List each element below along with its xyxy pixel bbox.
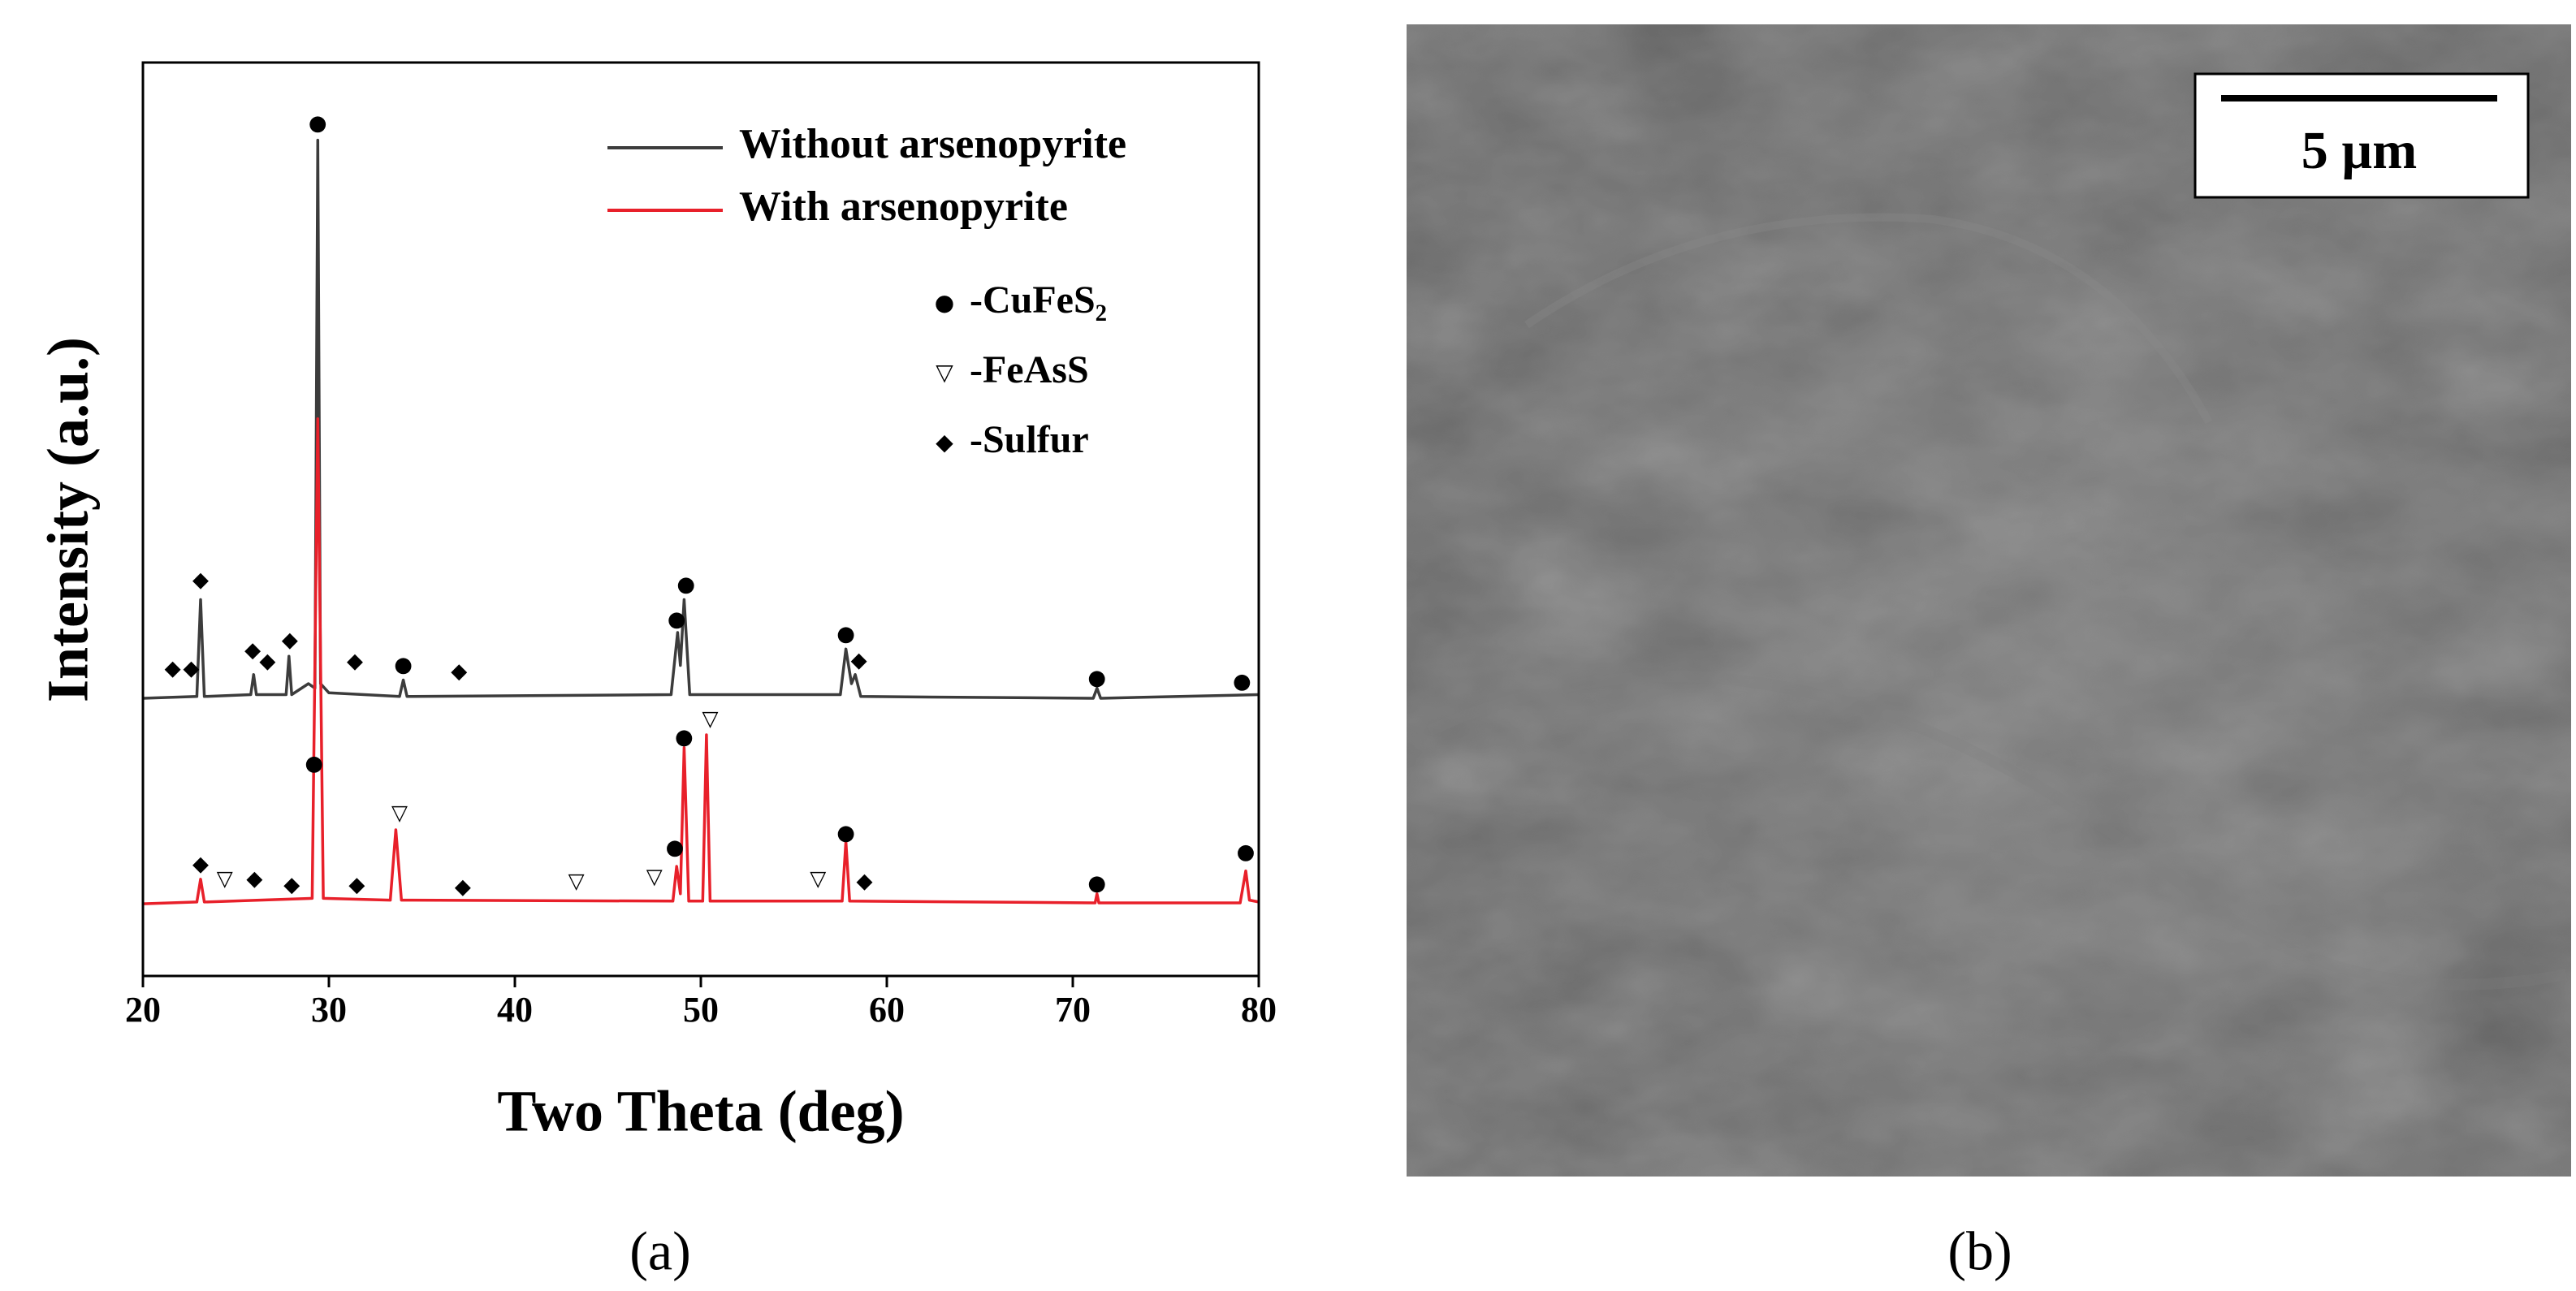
x-tick-label: 30 [311, 990, 347, 1030]
legend-label: -Sulfur [970, 418, 1089, 461]
legend-label: Without arsenopyrite [739, 121, 1126, 167]
peak-marker: ▽ [702, 706, 718, 731]
caption: (b) [1947, 1220, 2012, 1282]
series-line [142, 417, 1260, 905]
legend-label: -CuFeS₂ [970, 278, 1107, 322]
legend-symbol: ◆ [936, 429, 953, 456]
peak-marker: ● [666, 835, 685, 860]
peak-marker: ◆ [348, 873, 365, 897]
legend-label: -FeAsS [970, 348, 1089, 391]
peak-marker: ● [309, 111, 327, 136]
peak-marker: ◆ [347, 650, 363, 674]
peak-marker: ● [836, 622, 855, 646]
peak-marker: ◆ [282, 628, 298, 653]
peak-marker: ◆ [192, 852, 209, 876]
peak-marker: ◆ [246, 866, 262, 891]
x-tick-label: 70 [1055, 990, 1091, 1030]
peak-marker: ● [1237, 840, 1256, 865]
x-tick-label: 80 [1241, 990, 1277, 1030]
sem-ridge [1427, 671, 2568, 991]
peak-marker: ● [1233, 669, 1251, 693]
peak-marker: ● [668, 607, 686, 632]
x-tick-label: 50 [683, 990, 719, 1030]
peak-marker: ◆ [451, 659, 467, 684]
peak-marker: ◆ [851, 648, 867, 672]
x-tick-label: 60 [869, 990, 905, 1030]
sem-texture [1407, 24, 2571, 1177]
legend-label: With arsenopyrite [739, 184, 1068, 230]
peak-marker: ◆ [857, 870, 873, 894]
scale-bar-box [2193, 72, 2530, 199]
peak-marker: ◆ [455, 874, 471, 899]
peak-marker: ◆ [259, 650, 275, 674]
y-axis-title: Intensity (a.u.) [36, 337, 101, 702]
peak-marker: ● [394, 653, 413, 677]
peak-marker: ● [305, 752, 323, 776]
legend-symbol: ▽ [936, 359, 953, 386]
x-tick-label: 20 [125, 990, 161, 1030]
scale-bar-label: 5 µm [2302, 121, 2418, 180]
peak-marker: ▽ [568, 870, 585, 894]
sem-ridge [1524, 213, 2213, 425]
x-tick-label: 40 [497, 990, 533, 1030]
peak-marker: ◆ [165, 657, 181, 681]
caption: (a) [629, 1220, 690, 1282]
peak-marker: ◆ [184, 657, 200, 681]
peak-marker: ▽ [217, 866, 233, 891]
peak-marker: ● [675, 725, 694, 749]
peak-marker: ● [1087, 666, 1106, 690]
peak-marker: ● [836, 821, 855, 845]
peak-marker: ◆ [244, 638, 261, 663]
peak-marker: ● [1087, 871, 1106, 896]
peak-marker: ▽ [391, 801, 408, 825]
peak-marker: ▽ [810, 866, 826, 891]
x-axis-title: Two Theta (deg) [497, 1079, 904, 1144]
peak-marker: ▽ [646, 865, 663, 889]
plot-frame [141, 61, 1260, 978]
peak-marker: ◆ [283, 873, 300, 897]
peak-marker: ● [676, 572, 695, 597]
series-line [142, 138, 1260, 700]
legend-symbol: ● [935, 289, 954, 316]
peak-marker: ◆ [192, 568, 209, 592]
